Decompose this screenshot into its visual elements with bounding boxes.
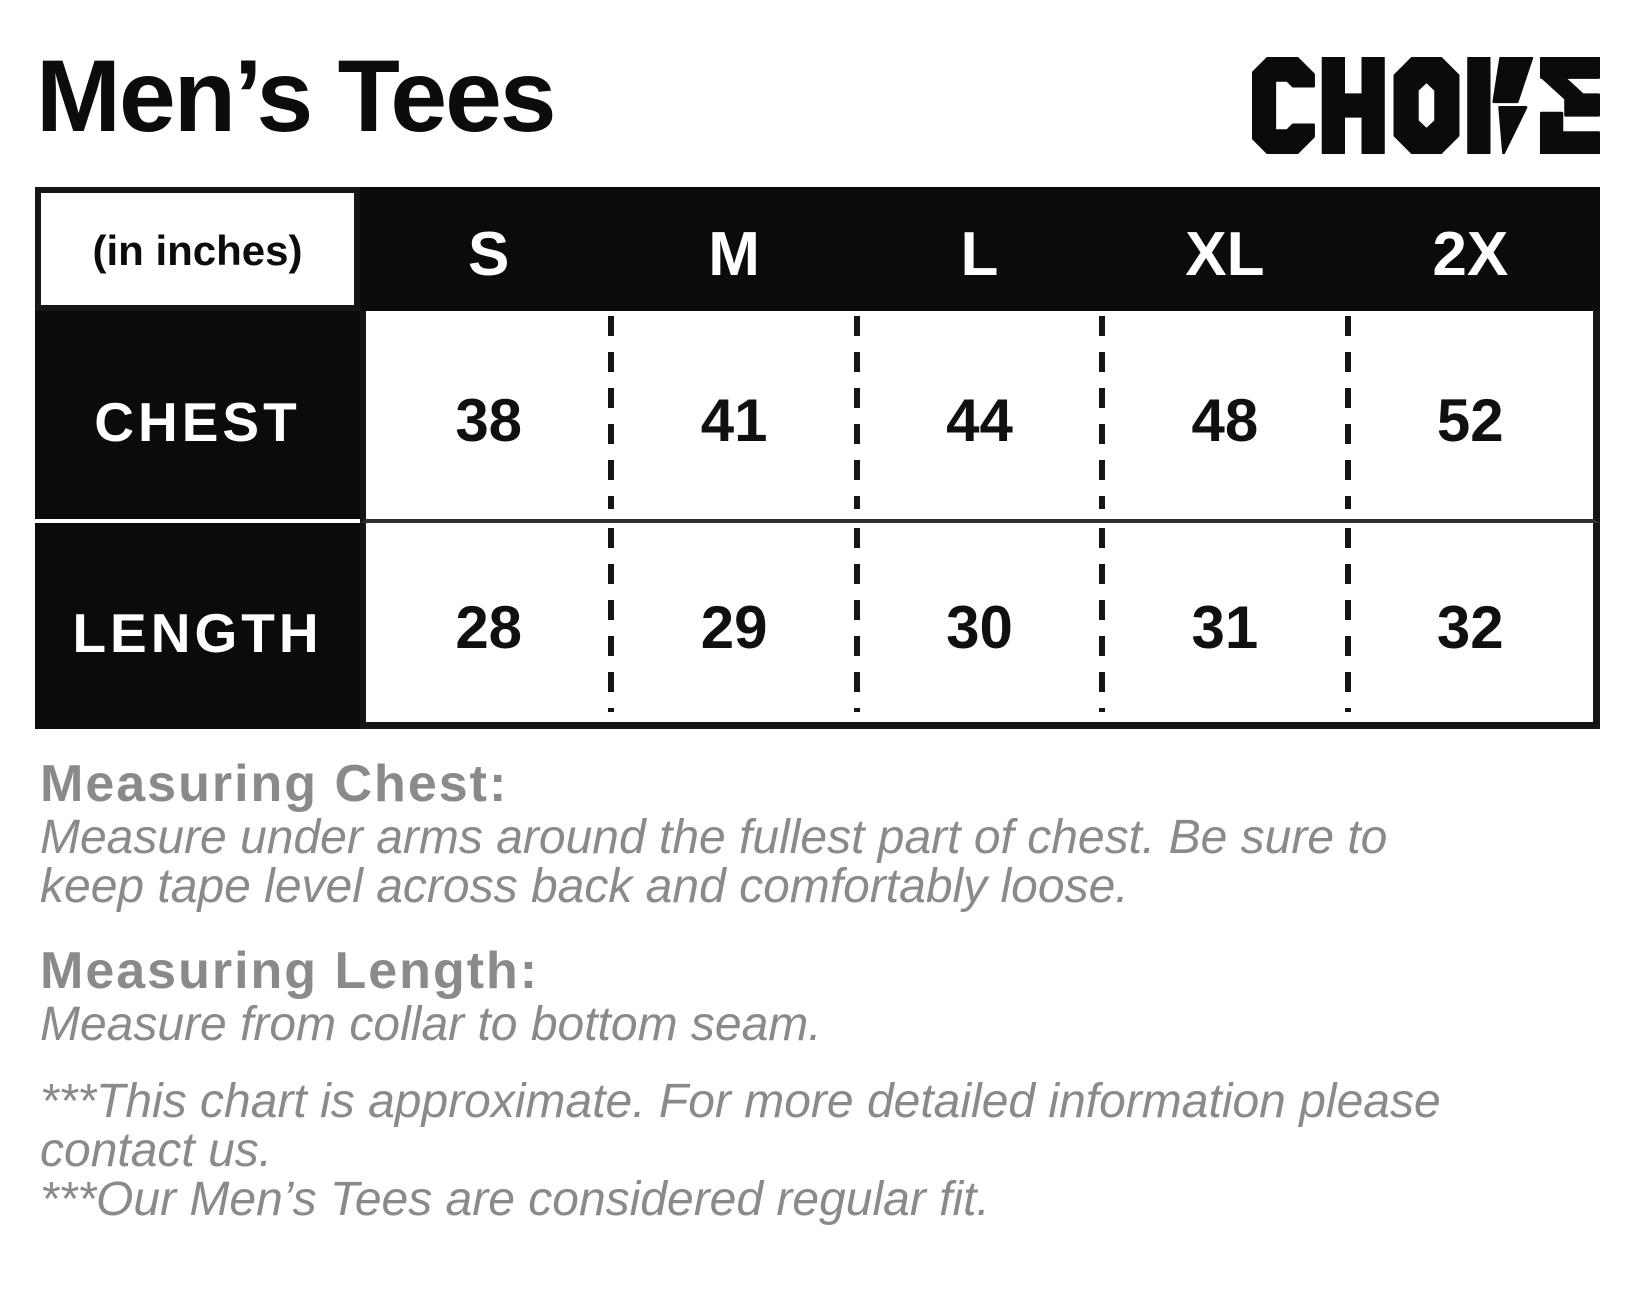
size-column-header-s: S (468, 219, 510, 289)
value-cell-length-s: 28 (455, 594, 523, 661)
measuring-chest-heading: Measuring Chest: (40, 755, 509, 813)
logo-letter-o (1393, 57, 1460, 154)
size-column-header-l: L (960, 219, 999, 289)
size-header-bar: S M L XL 2X (360, 187, 1600, 311)
row-label-chest: CHEST (35, 311, 360, 523)
size-column-header-2x: 2X (1432, 219, 1509, 289)
value-cell-chest-xl: 48 (1099, 311, 1347, 519)
logo-letter-c (1252, 57, 1315, 154)
measuring-length-note: Measuring Length: Measure from collar to… (40, 944, 1470, 1050)
footnotes: ***This chart is approximate. For more d… (40, 1075, 1470, 1226)
logo-letter-h (1321, 57, 1385, 154)
value-cell-chest-m: 41 (608, 311, 856, 519)
logo-letter-e-mid (1564, 93, 1600, 117)
logo-letter-k-bolt-top (1492, 57, 1534, 104)
size-column-header-xl: XL (1185, 219, 1265, 289)
measuring-length-heading: Measuring Length: (40, 942, 540, 1000)
value-cell-length-l: 30 (853, 523, 1102, 722)
length-values: 28 29 30 31 32 (360, 523, 1600, 729)
table-row-chest: CHEST 38 41 44 48 52 (35, 311, 1600, 523)
logo-letter-e-top (1539, 57, 1600, 79)
footnote-regular-fit: ***Our Men’s Tees are considered regular… (40, 1172, 990, 1226)
measuring-chest-note: Measuring Chest: Measure under arms arou… (40, 757, 1470, 912)
value-cell-length-xl: 31 (1099, 523, 1347, 722)
page-title: Men’s Tees (36, 39, 557, 153)
logo-letter-k-bar (1467, 57, 1491, 154)
value-cell-chest-s: 38 (455, 386, 523, 454)
chest-values: 38 41 44 48 52 (360, 311, 1600, 523)
value-cell-length-m: 29 (608, 523, 856, 722)
measuring-chest-body: Measure under arms around the fullest pa… (40, 810, 1388, 913)
unit-cell: (in inches) (35, 187, 360, 311)
row-label-length: LENGTH (35, 523, 360, 729)
logo-letter-e-bottom (1539, 111, 1600, 154)
footnote-approximate: ***This chart is approximate. For more d… (40, 1075, 1441, 1177)
measuring-length-body: Measure from collar to bottom seam. (40, 997, 822, 1051)
value-cell-chest-2x: 52 (1344, 311, 1593, 519)
size-table-header-row: (in inches) S M L XL 2X (35, 187, 1600, 311)
value-cell-chest-l: 44 (853, 311, 1102, 519)
choke-brand-logo (1252, 57, 1600, 154)
size-column-header-m: M (708, 219, 760, 289)
logo-letter-k-bolt-bottom (1498, 105, 1528, 154)
value-cell-length-2x: 32 (1344, 523, 1593, 722)
table-row-length: LENGTH 28 29 30 31 32 (35, 523, 1600, 729)
size-table: (in inches) S M L XL 2X CHEST 38 41 44 4… (35, 187, 1600, 729)
